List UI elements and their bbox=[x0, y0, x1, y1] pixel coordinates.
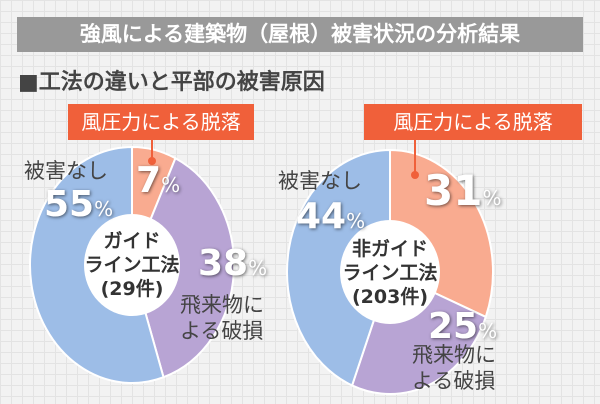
pct-unit: % bbox=[94, 197, 114, 221]
tag-wind-right: 風圧力による脱落 bbox=[364, 104, 582, 140]
pct-none-right: 44% bbox=[296, 196, 365, 237]
pct-wind-right: 31% bbox=[424, 166, 501, 215]
center-line: ライン工法 bbox=[84, 254, 180, 276]
center-line: (29件) bbox=[100, 278, 164, 300]
pct-value: 25 bbox=[428, 306, 479, 347]
pct-unit: % bbox=[482, 186, 502, 210]
center-line: ライン工法 bbox=[342, 262, 438, 284]
pct-value: 7 bbox=[136, 160, 162, 201]
slice-none-right bbox=[285, 148, 391, 387]
pct-unit: % bbox=[161, 173, 181, 197]
page-title: 強風による建築物（屋根）被害状況の分析結果 bbox=[17, 17, 583, 52]
pct-value: 38 bbox=[198, 243, 249, 284]
pct-debris-left: 38% bbox=[198, 243, 267, 284]
pct-unit: % bbox=[346, 209, 366, 233]
donut-hole bbox=[84, 214, 180, 316]
pct-value: 31 bbox=[424, 166, 483, 215]
pct-none-left: 55% bbox=[44, 184, 113, 225]
label-debris-right-1: 飛来物に bbox=[412, 343, 496, 367]
pct-value: 44 bbox=[296, 196, 347, 237]
slice-debris-left bbox=[130, 156, 235, 379]
pct-debris-right: 25% bbox=[428, 306, 497, 347]
label-none-left: 被害なし bbox=[24, 159, 108, 183]
center-line: (203件) bbox=[351, 286, 429, 308]
center-line: 非ガイド bbox=[351, 238, 428, 260]
pct-unit: % bbox=[478, 319, 498, 343]
label-none-right: 被害なし bbox=[278, 169, 362, 193]
center-line: ガイド bbox=[103, 230, 161, 252]
leader-dot bbox=[411, 171, 419, 179]
center-label-right: 非ガイド ライン工法 (203件) bbox=[338, 237, 442, 309]
donut-hole bbox=[340, 220, 440, 324]
label-debris-left-2: よる破損 bbox=[180, 319, 264, 343]
label-debris-right-2: よる破損 bbox=[412, 369, 496, 393]
pct-unit: % bbox=[248, 256, 268, 280]
section-subtitle: ■工法の違いと平部の被害原因 bbox=[18, 70, 325, 95]
pct-wind-left: 7% bbox=[136, 160, 180, 201]
center-label-left: ガイド ライン工法 (29件) bbox=[82, 229, 182, 301]
tag-wind-left: 風圧力による脱落 bbox=[68, 104, 254, 140]
pct-value: 55 bbox=[44, 184, 95, 225]
leader-dot bbox=[148, 157, 156, 165]
label-debris-left-1: 飛来物に bbox=[180, 293, 264, 317]
